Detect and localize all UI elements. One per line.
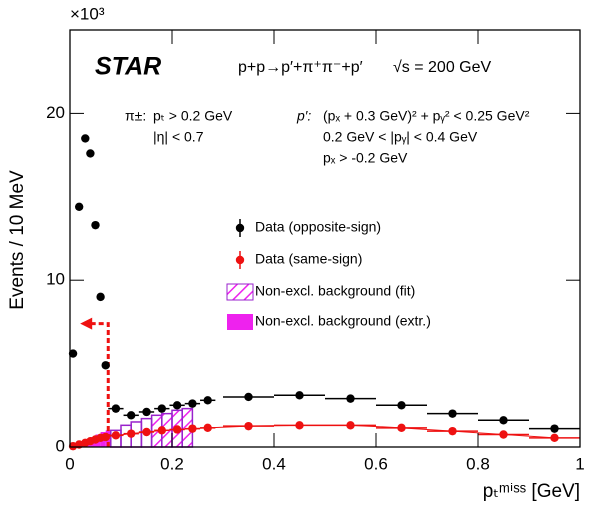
x-tick-label: 0.8 bbox=[466, 454, 490, 473]
cut-arrow bbox=[90, 322, 110, 447]
data-point bbox=[188, 399, 197, 408]
data-point bbox=[127, 429, 136, 438]
data-point bbox=[448, 426, 457, 436]
data-point bbox=[244, 392, 253, 402]
data-point bbox=[172, 401, 182, 410]
data-point bbox=[499, 430, 508, 439]
x-tick-label: 1 bbox=[575, 454, 584, 473]
data-point bbox=[96, 292, 105, 302]
data-point bbox=[91, 220, 100, 230]
data-point bbox=[550, 424, 559, 433]
data-point bbox=[142, 427, 151, 437]
data-point bbox=[111, 404, 121, 413]
data-point bbox=[68, 349, 78, 358]
y-tick-label: 20 bbox=[46, 103, 65, 122]
legend-marker bbox=[227, 314, 253, 330]
annotation: pₓ > -0.2 GeV bbox=[323, 150, 408, 166]
data-point bbox=[448, 409, 457, 418]
data-point bbox=[86, 149, 95, 158]
data-point bbox=[203, 396, 212, 405]
annotation: π±: bbox=[125, 108, 146, 124]
x-tick-label: 0 bbox=[65, 454, 74, 473]
legend-label: Non-excl. background (extr.) bbox=[255, 313, 431, 329]
data-point bbox=[295, 421, 304, 430]
data-point bbox=[188, 424, 197, 433]
data-point bbox=[499, 416, 508, 425]
annotation: p′: bbox=[296, 108, 311, 124]
data-point bbox=[81, 134, 90, 143]
annotation: p+p→p′+π⁺π⁻+p′ bbox=[238, 59, 363, 76]
data-point bbox=[101, 361, 110, 370]
x-tick-label: 0.2 bbox=[160, 454, 184, 473]
data-point bbox=[397, 401, 406, 410]
legend-label: Non-excl. background (fit) bbox=[255, 283, 415, 299]
data-point bbox=[397, 423, 406, 433]
annotation: |η| < 0.7 bbox=[153, 129, 204, 145]
data-point bbox=[203, 423, 212, 433]
data-point bbox=[172, 425, 182, 434]
data-point bbox=[346, 421, 355, 430]
y-tick-label: 0 bbox=[56, 436, 65, 455]
x-tick-label: 0.6 bbox=[364, 454, 388, 473]
data-point bbox=[74, 202, 84, 212]
chart-title: STAR bbox=[95, 53, 161, 81]
data-point bbox=[157, 426, 166, 435]
plot-frame bbox=[69, 29, 581, 448]
data-point bbox=[111, 431, 121, 440]
legend-marker bbox=[226, 283, 254, 301]
legend-marker bbox=[235, 255, 245, 265]
y-tick-label: 10 bbox=[46, 270, 65, 289]
data-point bbox=[127, 411, 136, 420]
legend-label: Data (opposite-sign) bbox=[255, 219, 381, 235]
annotation: 0.2 GeV < |pᵧ| < 0.4 GeV bbox=[323, 129, 478, 145]
y-axis-label: Events / 10 MeV bbox=[7, 170, 28, 310]
legend-label: Data (same-sign) bbox=[255, 251, 362, 267]
annotation: (pₓ + 0.3 GeV)² + pᵧ² < 0.25 GeV² bbox=[323, 108, 530, 124]
data-point bbox=[142, 407, 151, 417]
data-point bbox=[346, 394, 355, 403]
x-tick-label: 0.4 bbox=[262, 454, 286, 473]
data-point bbox=[550, 433, 559, 443]
legend-marker bbox=[235, 223, 245, 233]
cut-arrow-head bbox=[80, 317, 93, 330]
y-multiplier: ×10³ bbox=[70, 4, 105, 23]
data-point bbox=[101, 432, 110, 442]
data-point bbox=[157, 404, 166, 413]
annotation: √s = 200 GeV bbox=[393, 59, 492, 76]
x-axis-label: pₜᵐⁱˢˢ [GeV] bbox=[483, 481, 580, 502]
annotation: pₜ > 0.2 GeV bbox=[153, 108, 233, 124]
data-point bbox=[295, 391, 304, 400]
data-point bbox=[244, 421, 253, 431]
